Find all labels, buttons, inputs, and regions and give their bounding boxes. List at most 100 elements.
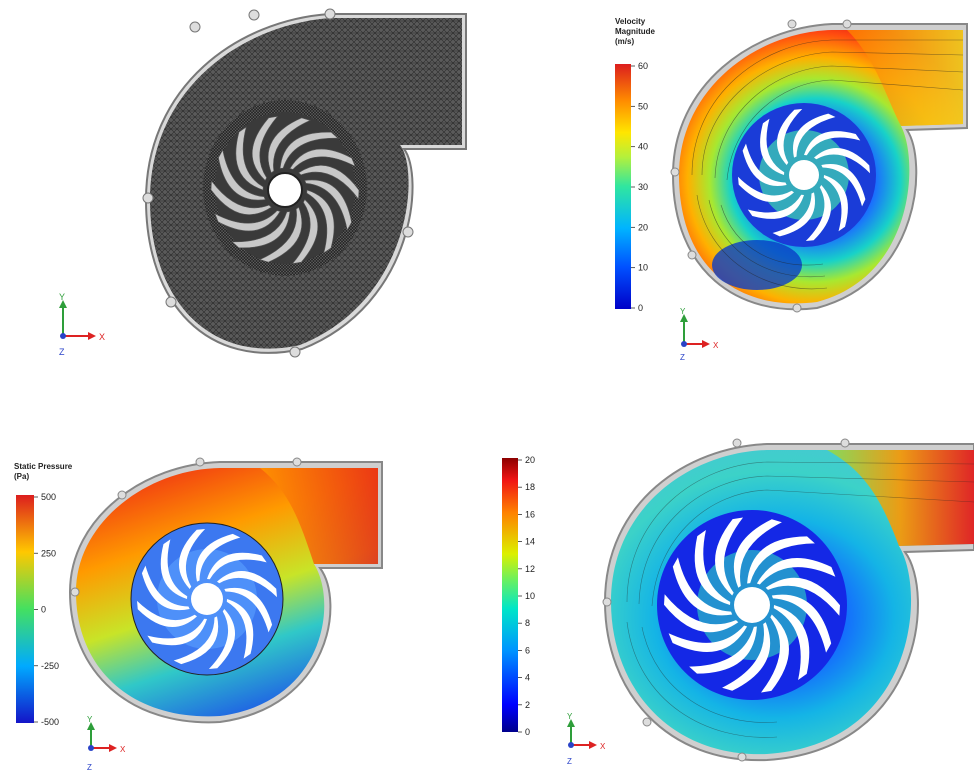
impeller-blade [771,594,832,653]
impeller-blade [821,163,866,207]
fourth-axis-triad: Y X Z [567,712,606,766]
impeller-blade [804,131,861,156]
impeller-blade [137,600,197,628]
pressure-hub [191,583,223,615]
impeller-blade [760,118,785,175]
legend-tick-label: 10 [525,591,535,601]
legend-colorbar [502,458,518,732]
legend-tick-label: 500 [41,492,56,502]
mesh-panel: Y X Z [0,0,487,380]
legend-colorbar [16,495,34,723]
impeller-blade [668,625,748,652]
legend-tick-label: 6 [525,645,530,655]
legend-title-line2: (Pa) [14,472,29,481]
fourth-impeller-blades [664,517,840,693]
impeller-blade [217,570,277,598]
mesh-axis-triad: Y X Z [59,292,105,357]
legend-tick-label: 20 [525,455,535,465]
impeller-blade [772,192,816,237]
axis-x-label: X [600,742,606,751]
pressure-axis-triad: Y X Z [87,715,126,772]
legend-title-line1: Static Pressure [14,462,73,471]
mesh-view: Y X Z [59,8,467,358]
mesh-hub [267,172,303,208]
impeller-blade [291,199,319,265]
velocity-legend: Velocity Magnitude (m/s) 60 50 40 30 20 10 0 [615,17,656,313]
impeller-blade [304,179,352,231]
impeller-blade [224,587,273,633]
legend-ticks: 60 50 40 30 20 10 0 [631,61,648,313]
impeller-blade [773,605,810,680]
impeller-blade [742,143,787,187]
axis-x-label: X [120,745,126,754]
impeller-blade [298,165,360,200]
legend-title-line1: Velocity [615,17,646,26]
impeller-blade [760,614,789,693]
pressure-view: Static Pressure (Pa) 500 250 0 -250 -500 Y X… [14,457,383,772]
legend-tick-label: 18 [525,482,535,492]
legend-tick-label: 8 [525,618,530,628]
impeller-blade [672,557,733,616]
velocity-hub [789,160,819,190]
impeller-blade [231,211,291,249]
impeller-blade [776,109,803,165]
impeller-blade [289,148,356,170]
legend-tick-label: 60 [638,61,648,71]
pressure-legend: Static Pressure (Pa) 500 250 0 -250 -500 [14,462,73,727]
axis-z-label: Z [87,763,92,772]
velocity-panel: Velocity Magnitude (m/s) 60 50 40 30 20 10 0 Y… [487,0,974,380]
impeller-blade [756,558,836,585]
axis-z-label: Z [680,353,685,362]
velocity-axis-triad: Y X Z [680,307,719,362]
legend-tick-label: 0 [525,727,530,737]
impeller-blade [733,519,782,588]
impeller-blade [747,536,815,584]
impeller-blade [173,616,219,665]
fourth-panel: 20 18 16 14 12 10 8 6 4 2 0 Y X Z [487,392,974,772]
impeller-blade [694,530,731,605]
legend-tick-label: 20 [638,222,648,232]
legend-tick-label: -500 [41,717,59,727]
impeller-blade [160,539,188,599]
impeller-blade [178,529,206,589]
impeller-blade [141,565,190,611]
legend-tick-label: 250 [41,548,56,558]
legend-title-line2: Magnitude [615,27,656,36]
pressure-impeller-blades [137,529,277,669]
axis-z-label: Z [59,347,65,357]
legend-colorbar [615,64,631,309]
impeller-blade [814,147,870,174]
fourth-streamlines [626,461,974,738]
impeller-blade [208,609,236,669]
impeller-blade [823,175,848,232]
impeller-blade [279,131,339,169]
impeller-blade [210,180,272,215]
axis-y-label: Y [87,715,93,724]
axis-y-label: Y [680,307,686,316]
pressure-panel: Static Pressure (Pa) 500 250 0 -250 -500 Y X… [0,392,487,772]
legend-tick-label: -250 [41,661,59,671]
impeller-blade [715,517,744,596]
legend-tick-label: 16 [525,509,535,519]
impeller-blade [664,594,739,633]
impeller-blade [235,126,264,191]
impeller-blade [226,599,254,659]
legend-tick-label: 10 [638,263,648,273]
impeller-blade [306,189,335,254]
axis-z-label: Z [567,757,572,766]
impeller-blade [195,533,241,582]
legend-title-line3: (m/s) [615,37,634,46]
impeller-blade [722,622,771,691]
legend-ticks: 500 250 0 -250 -500 [34,492,59,727]
legend-tick-label: 50 [638,101,648,111]
axis-x-label: X [99,332,105,342]
velocity-impeller-blades [738,109,870,241]
impeller-blade [251,115,279,181]
velocity-view: Velocity Magnitude (m/s) 60 50 40 30 20 10 0 Y… [615,17,968,362]
impeller-blade [747,194,804,219]
impeller-blade [765,577,840,616]
impeller-blade [218,149,266,201]
legend-tick-label: 12 [525,564,535,574]
